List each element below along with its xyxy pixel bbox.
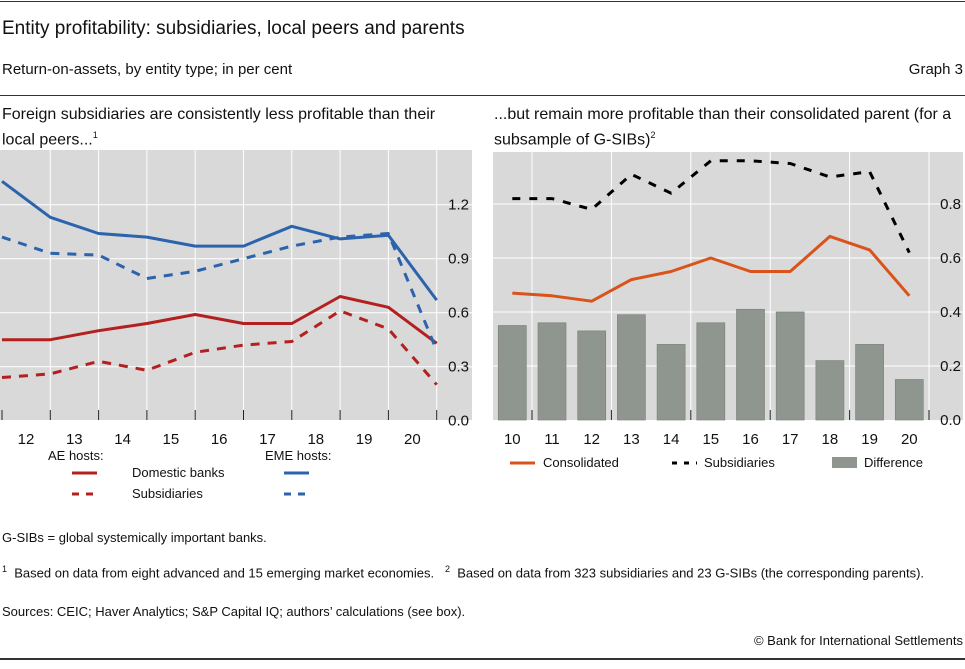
legend-subsidiaries-label: Subsidiaries: [704, 455, 775, 470]
plot-background: [0, 150, 472, 420]
series-line-0: [2, 295, 438, 345]
footnote-2: Based on data from 323 subsidiaries and …: [457, 565, 925, 581]
abbreviation-note: G-SIBs = global systemically important b…: [2, 530, 267, 545]
page-subtitle: Return-on-assets, by entity type; in per…: [2, 61, 293, 78]
y-tick-label: 1.2: [448, 197, 469, 214]
x-tick-label: 20: [901, 431, 918, 448]
x-tick-label: 13: [66, 431, 83, 448]
legend-group-ae: AE hosts:: [48, 448, 104, 463]
y-tick-label: 0.3: [448, 359, 469, 376]
difference-bar: [775, 311, 805, 421]
series-line-2: [1, 180, 438, 301]
y-tick-label: 0.2: [940, 358, 961, 375]
page-title: Entity profitability: subsidiaries, loca…: [2, 18, 465, 39]
x-tick-label: 12: [583, 431, 600, 448]
footnotes: 1 Based on data from eight advanced and …: [2, 560, 962, 582]
legend-difference-label: Difference: [864, 455, 924, 470]
difference-bar: [815, 360, 845, 421]
x-tick-label: 15: [163, 431, 180, 448]
y-tick-label: 0.8: [940, 196, 961, 213]
y-tick-label: 0.0: [448, 413, 469, 430]
x-tick-label: 14: [114, 431, 131, 448]
difference-bar: [736, 308, 765, 421]
left-chart: 0.0 0.3 0.6 0.9 1.2 12 13 14 15 16 17 18 19 20: [0, 150, 472, 448]
plot-background: [493, 152, 963, 420]
x-tick-label: 11: [544, 431, 560, 448]
x-tick-label: 18: [822, 431, 839, 448]
legend-subsidiaries-swatch: [672, 461, 697, 465]
difference-bar: [894, 379, 924, 421]
legend-swatch-ae: [72, 471, 97, 496]
sources-note: Sources: CEIC; Haver Analytics; S&P Capi…: [2, 604, 466, 619]
difference-bar: [855, 344, 884, 421]
footnote-1: Based on data from eight advanced and 15…: [14, 565, 435, 581]
consolidated-line: [512, 234, 911, 303]
top-rule: [0, 1, 965, 2]
legend-swatch-eme: [284, 471, 309, 496]
series-line-3: [1, 232, 439, 352]
x-tick-label: 16: [742, 431, 759, 448]
series-line-1: [1, 309, 438, 386]
x-tick-label: 20: [404, 431, 421, 448]
x-tick-label: 19: [861, 431, 878, 448]
left-title-footnote: 1: [92, 130, 98, 140]
right-panel-title: ...but remain more profitable than their…: [494, 104, 954, 150]
x-tick-label: 17: [259, 431, 276, 448]
legend-group-eme: EME hosts:: [265, 448, 332, 463]
legend-consolidated-swatch: [510, 461, 535, 465]
x-tick-label: 16: [211, 431, 228, 448]
right-title-footnote: 2: [650, 130, 656, 140]
y-tick-label: 0.6: [940, 250, 961, 267]
header-rule: [0, 95, 965, 96]
x-tick-label: 14: [663, 431, 680, 448]
footnote-1-marker: 1: [2, 564, 8, 574]
x-tick-label: 15: [702, 431, 719, 448]
left-panel-title: Foreign subsidiaries are consistently le…: [2, 104, 472, 150]
right-chart: 0.0 0.2 0.4 0.6 0.8 10 11 12 13 14 15 16 17 18 19 20: [493, 152, 963, 448]
legend-row-subsidiaries: Subsidiaries: [132, 486, 203, 501]
right-title-text: ...but remain more profitable than their…: [494, 106, 952, 149]
legend-consolidated-label: Consolidated: [543, 455, 619, 470]
difference-bar: [656, 344, 686, 421]
y-tick-label: 0.9: [448, 251, 469, 268]
bottom-rule: [0, 658, 965, 660]
footnote-2-marker: 2: [444, 564, 450, 574]
legend-difference-swatch: [832, 457, 857, 468]
difference-bar: [537, 322, 567, 421]
y-tick-label: 0.4: [940, 304, 961, 321]
y-tick-label: 0.0: [940, 412, 961, 429]
x-tick-label: 10: [504, 431, 521, 448]
graph-label: Graph 3: [908, 61, 963, 78]
difference-bar: [617, 314, 646, 421]
x-tick-label: 13: [623, 431, 640, 448]
left-title-text: Foreign subsidiaries are consistently le…: [2, 106, 436, 149]
legend-row-domestic: Domestic banks: [132, 465, 225, 480]
x-tick-label: 19: [356, 431, 373, 448]
subsidiaries-line: [512, 159, 911, 254]
difference-bar: [577, 330, 607, 421]
x-tick-label: 17: [782, 431, 799, 448]
copyright: © Bank for International Settlements: [753, 633, 963, 648]
difference-bar: [497, 325, 527, 421]
difference-bar: [696, 322, 726, 421]
y-tick-label: 0.6: [448, 305, 469, 322]
x-tick-label: 12: [18, 431, 35, 448]
x-tick-label: 18: [307, 431, 324, 448]
